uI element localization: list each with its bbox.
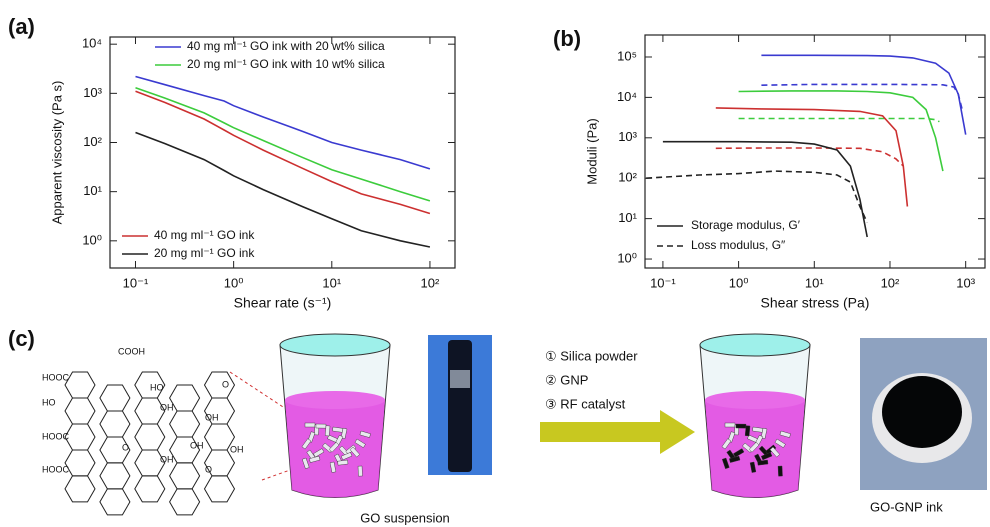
y-tick-label: 10⁵ (617, 48, 637, 63)
y-tick-label: 10³ (618, 129, 637, 144)
ring (100, 463, 130, 489)
structure-label: HOOC (42, 372, 70, 382)
flake (725, 423, 735, 427)
panel-label: (b) (553, 26, 581, 51)
legend-label: 20 mg ml⁻¹ GO ink (154, 246, 255, 260)
series-line (761, 84, 962, 109)
structure-label: O (222, 379, 229, 389)
y-tick-label: 10² (83, 134, 102, 149)
panel-label: (a) (8, 14, 35, 39)
x-tick-label: 10² (881, 275, 900, 290)
structure-label: HO (42, 397, 56, 407)
legend-label: Storage modulus, G′ (691, 218, 801, 232)
flake (358, 466, 363, 476)
x-axis-label: Shear rate (s⁻¹) (234, 295, 332, 311)
x-tick-label: 10² (421, 275, 440, 290)
series-line (761, 55, 965, 134)
series-line (739, 91, 943, 171)
ring (170, 463, 200, 489)
y-tick-label: 10¹ (83, 183, 102, 198)
step: ② GNP (545, 372, 588, 387)
x-tick-label: 10⁻¹ (123, 275, 149, 290)
y-tick-label: 10⁴ (617, 89, 637, 104)
ring (135, 424, 165, 450)
x-tick-label: 10¹ (805, 275, 824, 290)
structure-label: O (205, 464, 212, 474)
structure-label: O (122, 442, 129, 452)
ring (65, 424, 95, 450)
series-line (136, 88, 430, 201)
caption: GO-GNP ink (870, 499, 943, 514)
beaker (280, 334, 390, 498)
y-tick-label: 10³ (83, 85, 102, 100)
go-structure (65, 372, 235, 515)
legend-label: Loss modulus, G″ (691, 238, 786, 252)
legend-label: 40 mg ml⁻¹ GO ink with 20 wt% silica (187, 39, 385, 53)
ring (205, 372, 235, 398)
ring (100, 411, 130, 437)
structure-label: OH (230, 444, 244, 454)
x-tick-label: 10⁰ (729, 275, 749, 290)
ring (65, 372, 95, 398)
ring (65, 476, 95, 502)
x-tick-label: 10⁰ (224, 275, 244, 290)
ring (135, 476, 165, 502)
ring (65, 450, 95, 476)
caption: GO suspension (360, 510, 450, 525)
series-line (716, 108, 908, 207)
structure-label: HOOC (42, 464, 70, 474)
series-line (646, 171, 867, 222)
x-axis-label: Shear stress (Pa) (761, 295, 870, 311)
flake (736, 424, 746, 428)
y-tick-label: 10¹ (618, 210, 637, 225)
y-tick-label: 10⁴ (82, 36, 102, 51)
x-tick-label: 10³ (956, 275, 975, 290)
structure-label: OH (160, 402, 174, 412)
ring (205, 476, 235, 502)
flake (316, 424, 326, 428)
ring (65, 398, 95, 424)
step: ③ RF catalyst (545, 396, 626, 411)
structure-label: OH (160, 454, 174, 464)
structure-label: COOH (118, 346, 145, 356)
ring (100, 489, 130, 515)
series-line (716, 148, 904, 166)
ring (100, 385, 130, 411)
y-tick-label: 10⁰ (82, 232, 102, 247)
x-tick-label: 10⁻¹ (650, 275, 676, 290)
photo-ink (860, 338, 987, 490)
plot-frame (645, 35, 985, 268)
y-axis-label: Moduli (Pa) (584, 118, 599, 184)
arrow (540, 410, 695, 454)
series-line (739, 119, 940, 122)
beaker (700, 334, 810, 498)
structure-label: HO (150, 382, 164, 392)
structure-label: OH (205, 412, 219, 422)
y-tick-label: 10² (618, 170, 637, 185)
legend-label: 40 mg ml⁻¹ GO ink (154, 228, 255, 242)
x-tick-label: 10¹ (322, 275, 341, 290)
legend-label: 20 mg ml⁻¹ GO ink with 10 wt% silica (187, 57, 385, 71)
ring (170, 489, 200, 515)
panel-label: (c) (8, 326, 35, 351)
ring (170, 411, 200, 437)
structure-label: HOOC (42, 431, 70, 441)
structure-label: OH (190, 440, 204, 450)
flake (325, 426, 330, 436)
figure: (a) (b) (c) ① Silica powder ② (0, 0, 990, 527)
series-line (136, 91, 430, 213)
flake (745, 426, 750, 436)
ring (170, 385, 200, 411)
photo-vial (428, 335, 492, 475)
flake (778, 466, 783, 476)
step: ① Silica powder (545, 348, 638, 363)
flake (305, 423, 315, 427)
y-axis-label: Apparent viscosity (Pa s) (49, 81, 64, 225)
series-line (136, 77, 430, 169)
y-tick-label: 10⁰ (617, 250, 637, 265)
